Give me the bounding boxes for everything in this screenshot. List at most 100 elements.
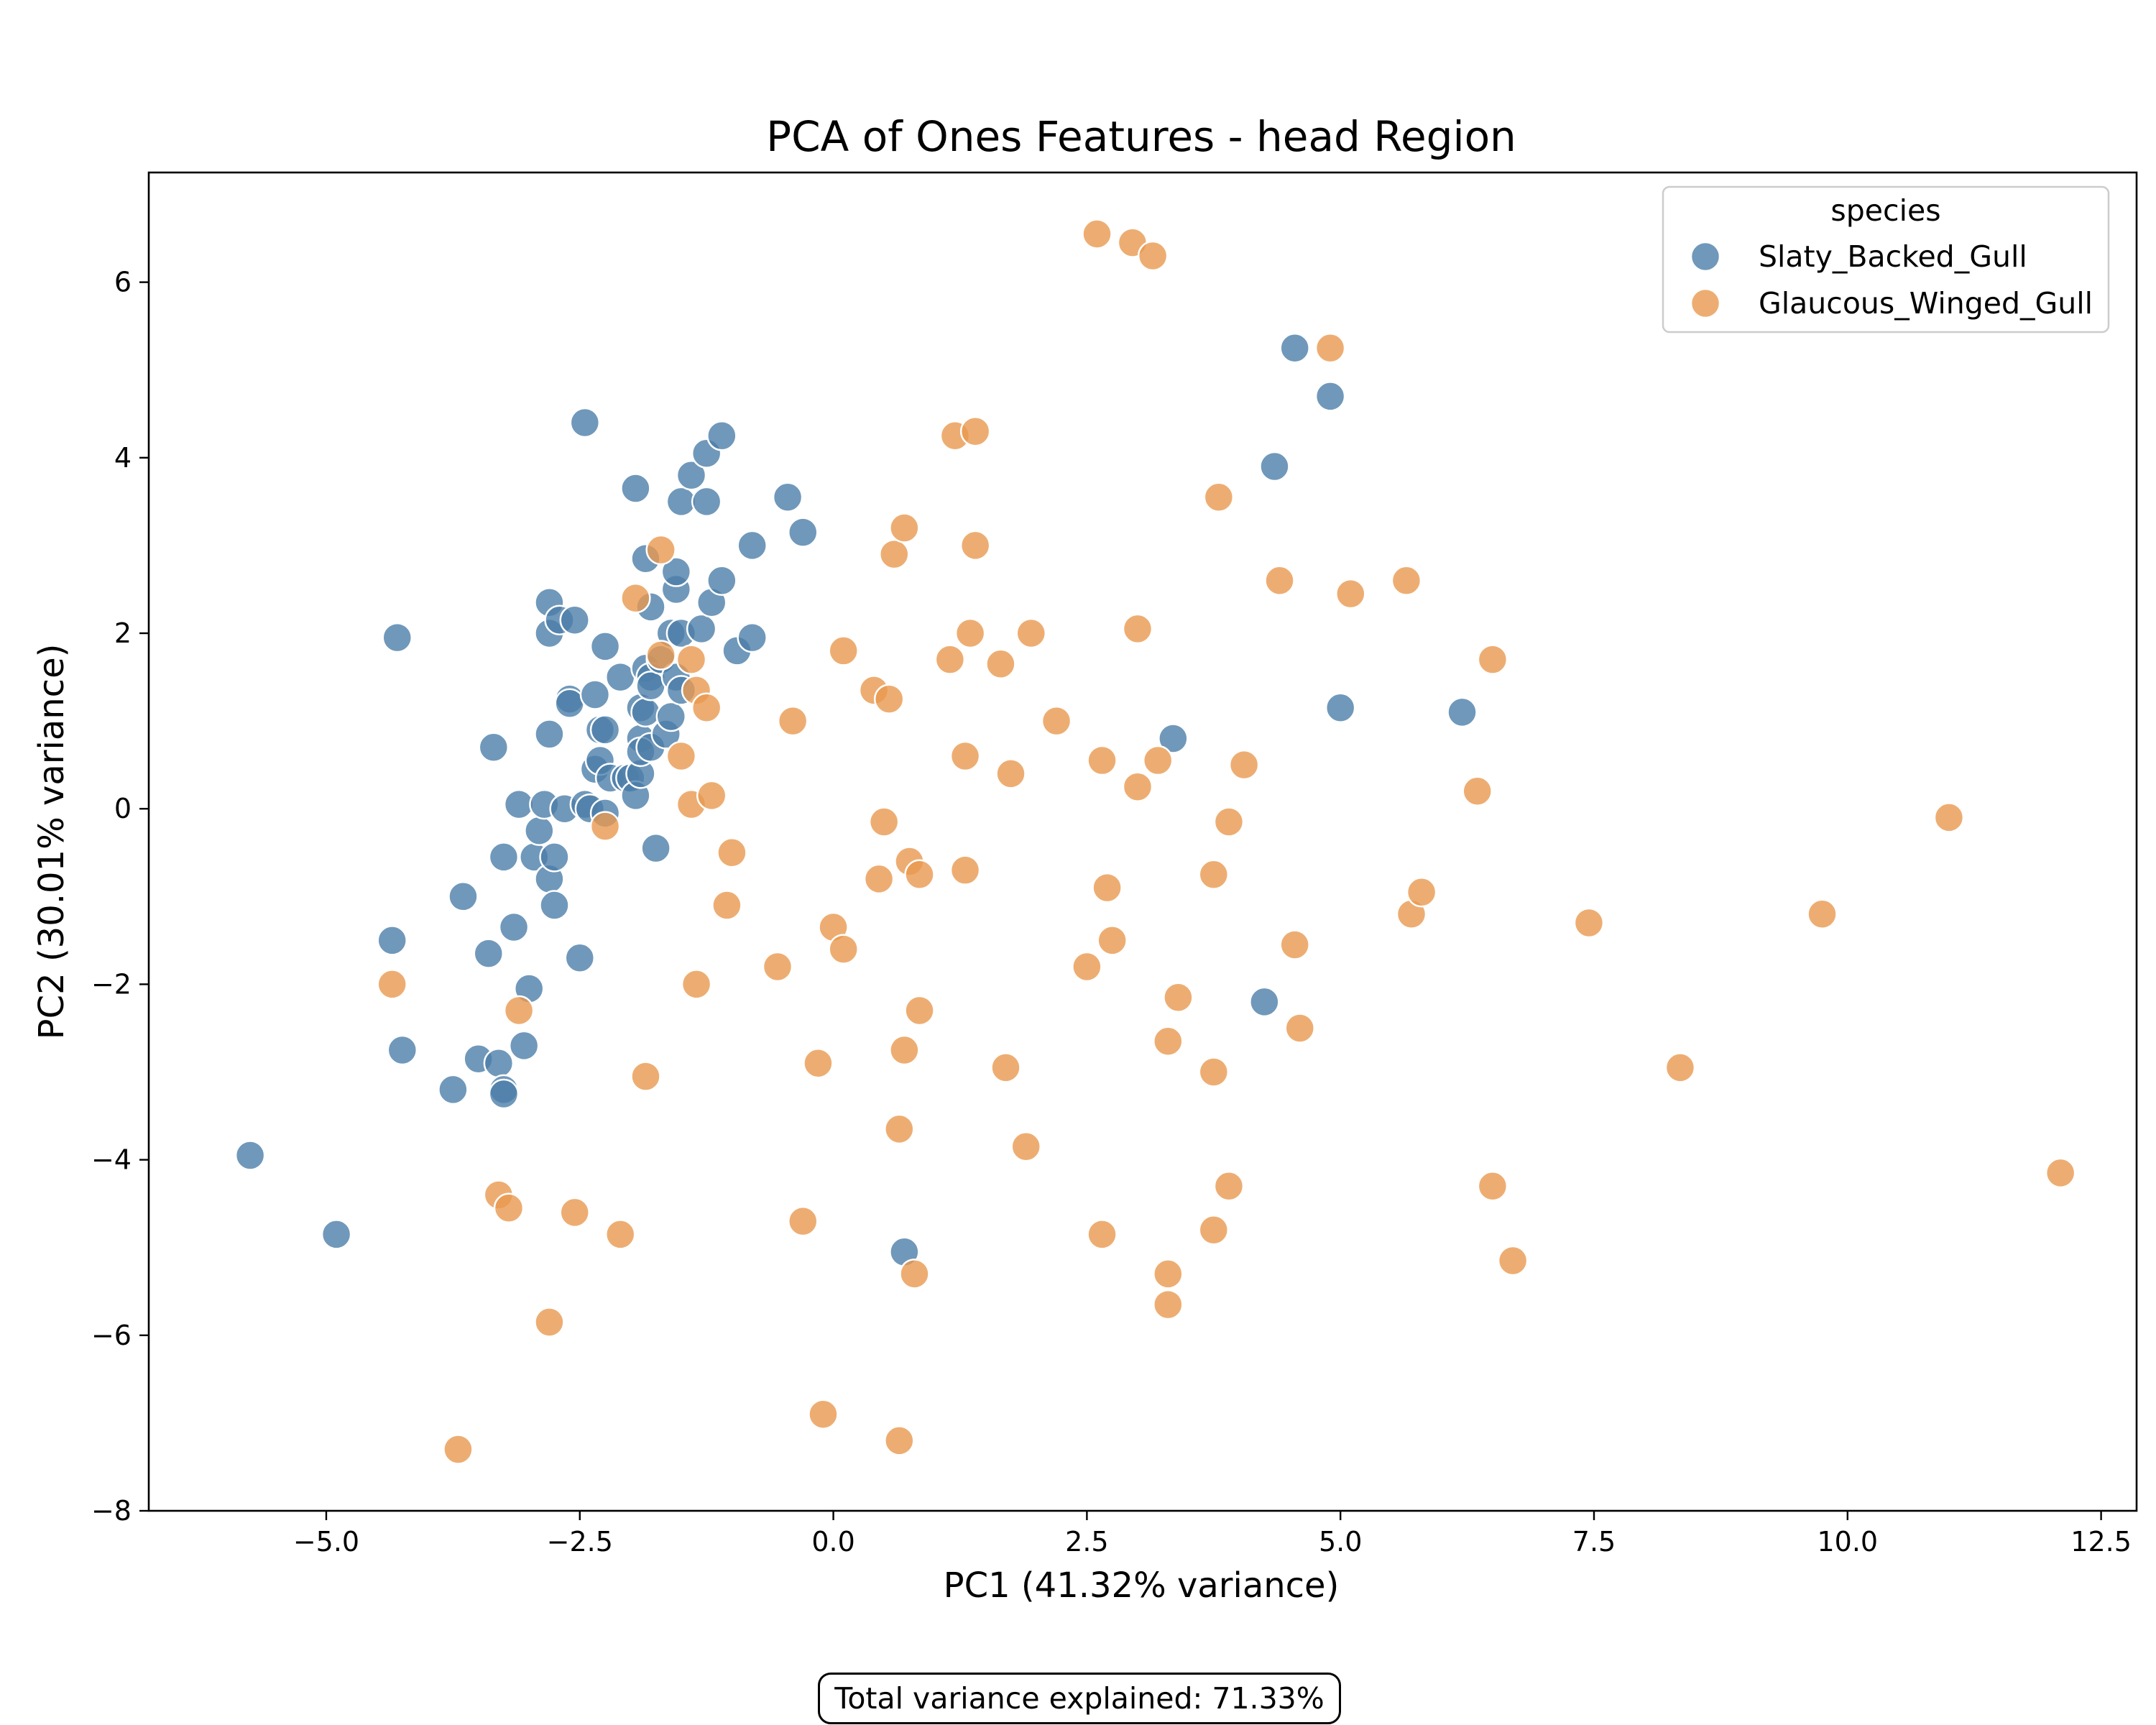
legend-marker-glaucous-winged-gull: [1690, 288, 1721, 319]
x-tick-label: 2.5: [1065, 1526, 1108, 1558]
data-point-glaucous-winged-gull: [1137, 240, 1169, 272]
data-point-slaty-backed-gull: [589, 714, 621, 745]
data-point-glaucous-winged-gull: [1041, 705, 1072, 737]
data-point-slaty-backed-gull: [1314, 381, 1346, 412]
data-point-slaty-backed-gull: [737, 530, 768, 561]
data-point-glaucous-winged-gull: [995, 758, 1026, 789]
data-point-glaucous-winged-gull: [589, 811, 621, 842]
data-point-glaucous-winged-gull: [1087, 1219, 1118, 1250]
data-point-glaucous-winged-gull: [904, 995, 935, 1026]
data-point-glaucous-winged-gull: [534, 1307, 565, 1338]
data-point-slaty-backed-gull: [569, 407, 601, 438]
data-point-slaty-backed-gull: [483, 1048, 515, 1079]
data-point-slaty-backed-gull: [676, 459, 707, 491]
data-point-slaty-backed-gull: [706, 420, 737, 451]
data-point-glaucous-winged-gull: [985, 648, 1016, 680]
data-point-glaucous-winged-gull: [493, 1192, 525, 1224]
x-tick-label: 10.0: [1817, 1526, 1878, 1558]
data-point-slaty-backed-gull: [498, 911, 530, 943]
data-point-slaty-backed-gull: [539, 890, 570, 921]
data-point-glaucous-winged-gull: [1477, 644, 1508, 675]
data-point-slaty-backed-gull: [564, 942, 596, 974]
data-point-glaucous-winged-gull: [1092, 872, 1123, 903]
data-point-slaty-backed-gull: [387, 1034, 418, 1066]
data-point-glaucous-winged-gull: [1198, 1057, 1230, 1087]
y-tick-label: 6: [114, 267, 132, 298]
data-point-slaty-backed-gull: [473, 938, 505, 969]
data-point-slaty-backed-gull: [1158, 723, 1189, 754]
data-point-glaucous-winged-gull: [604, 1219, 636, 1250]
data-point-glaucous-winged-gull: [1664, 1052, 1696, 1083]
data-point-glaucous-winged-gull: [696, 780, 727, 811]
x-tick-label: 5.0: [1319, 1526, 1362, 1558]
data-point-slaty-backed-gull: [377, 925, 407, 956]
data-point-glaucous-winged-gull: [954, 617, 986, 649]
legend-label-glaucous-winged-gull: Glaucous_Winged_Gull: [1759, 286, 2093, 321]
data-point-slaty-backed-gull: [503, 788, 535, 820]
chart-title: PCA of Ones Features - head Region: [766, 112, 1516, 161]
scatter-points: [234, 218, 2076, 1465]
data-point-glaucous-winged-gull: [1198, 859, 1230, 891]
data-point-slaty-backed-gull: [488, 1078, 520, 1110]
data-point-slaty-backed-gull: [488, 842, 520, 873]
data-point-glaucous-winged-gull: [665, 740, 697, 772]
data-point-glaucous-winged-gull: [959, 415, 991, 447]
x-axis: −5.0 −2.5 0.0 2.5 5.0 7.5 10.0 12.5: [293, 1511, 2132, 1558]
data-point-slaty-backed-gull: [737, 622, 768, 653]
data-point-glaucous-winged-gull: [959, 530, 991, 561]
data-point-glaucous-winged-gull: [873, 684, 905, 714]
data-point-slaty-backed-gull: [448, 881, 479, 912]
data-point-glaucous-winged-gull: [1122, 771, 1153, 802]
data-point-slaty-backed-gull: [524, 815, 555, 846]
data-point-slaty-backed-gull: [660, 556, 692, 587]
data-point-slaty-backed-gull: [438, 1074, 469, 1105]
data-point-glaucous-winged-gull: [949, 855, 981, 886]
legend: species Slaty_Backed_Gull Glaucous_Winge…: [1662, 185, 2110, 334]
data-point-glaucous-winged-gull: [1497, 1245, 1529, 1276]
data-point-glaucous-winged-gull: [1142, 745, 1174, 776]
y-tick-label: −2: [91, 968, 132, 1000]
data-point-glaucous-winged-gull: [879, 538, 910, 570]
data-point-slaty-backed-gull: [665, 486, 697, 518]
data-point-slaty-backed-gull: [478, 732, 510, 763]
data-point-glaucous-winged-gull: [990, 1052, 1021, 1083]
y-tick-label: 2: [114, 617, 132, 649]
data-point-glaucous-winged-gull: [828, 635, 859, 666]
x-tick-label: 12.5: [2070, 1526, 2132, 1558]
data-point-glaucous-winged-gull: [620, 582, 651, 614]
data-point-slaty-backed-gull: [787, 517, 819, 548]
data-point-slaty-backed-gull: [589, 631, 621, 662]
legend-box: [1662, 185, 2110, 334]
data-point-glaucous-winged-gull: [1807, 898, 1838, 929]
total-variance-annotation: Total variance explained: 71.33%: [818, 1673, 1341, 1724]
data-point-glaucous-winged-gull: [889, 1034, 920, 1066]
data-point-slaty-backed-gull: [640, 832, 671, 864]
y-tick-label: −8: [91, 1495, 132, 1527]
y-tick-label: −4: [91, 1144, 132, 1176]
x-tick-label: −5.0: [293, 1526, 359, 1558]
data-point-glaucous-winged-gull: [1163, 982, 1194, 1013]
x-tick-label: 0.0: [811, 1526, 854, 1558]
data-point-glaucous-winged-gull: [559, 1197, 590, 1228]
data-point-glaucous-winged-gull: [1391, 565, 1422, 597]
data-point-glaucous-winged-gull: [1279, 929, 1310, 960]
data-point-slaty-backed-gull: [534, 719, 565, 750]
data-point-glaucous-winged-gull: [1015, 617, 1047, 649]
data-point-glaucous-winged-gull: [1462, 776, 1493, 807]
y-axis-label: PC2 (30.01% variance): [32, 644, 72, 1040]
data-point-glaucous-winged-gull: [1122, 613, 1153, 645]
data-point-glaucous-winged-gull: [503, 995, 535, 1026]
data-point-glaucous-winged-gull: [1933, 802, 1965, 833]
data-point-slaty-backed-gull: [321, 1219, 352, 1250]
data-point-glaucous-winged-gull: [1153, 1259, 1184, 1289]
data-point-glaucous-winged-gull: [681, 969, 712, 1000]
data-point-glaucous-winged-gull: [777, 705, 808, 737]
data-point-slaty-backed-gull: [1249, 986, 1280, 1018]
data-point-slaty-backed-gull: [1447, 696, 1478, 728]
data-point-glaucous-winged-gull: [828, 934, 859, 965]
data-point-glaucous-winged-gull: [904, 859, 935, 891]
data-point-glaucous-winged-gull: [630, 1061, 661, 1092]
y-tick-label: 0: [114, 793, 132, 824]
data-point-glaucous-winged-gull: [645, 640, 676, 671]
data-point-slaty-backed-gull: [1325, 692, 1356, 724]
